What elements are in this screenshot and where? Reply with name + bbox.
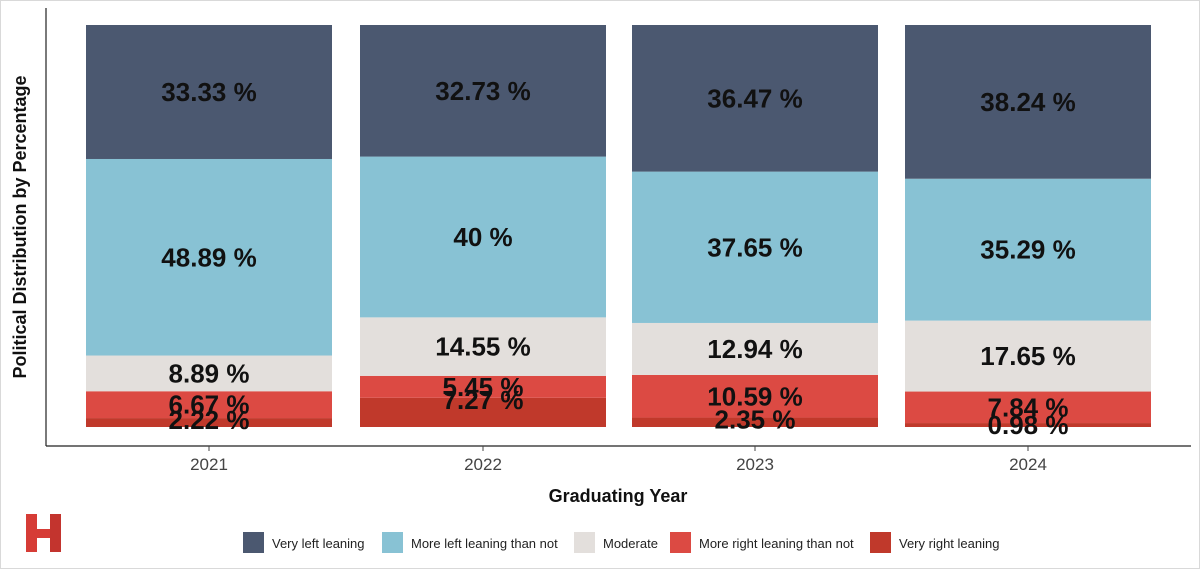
x-tick-label-2021: 2021 [190, 455, 228, 474]
segment-label-2023-more-left-leaning-than-not: 37.65 % [707, 232, 802, 262]
bar-segment-2024-moderate [905, 320, 1151, 392]
legend-label-very-left-leaning: Very left leaning [272, 536, 365, 551]
legend: Very left leaning More left leaning than … [243, 532, 999, 553]
bar-segment-2023-very-right-leaning [632, 417, 878, 427]
legend-label-very-right-leaning: Very right leaning [899, 536, 999, 551]
y-axis-title: Political Distribution by Percentage [10, 75, 30, 378]
bar-segment-2024-more-left-leaning-than-not [905, 178, 1151, 321]
segment-label-2022-more-right-leaning-than-not: 5.45 % [443, 372, 524, 402]
bar-segment-2021-very-left-leaning [86, 25, 332, 159]
bar-segment-2023-more-left-leaning-than-not [632, 171, 878, 323]
segment-label-2023-very-right-leaning: 2.35 % [715, 405, 796, 435]
x-tick-label-2024: 2024 [1009, 455, 1047, 474]
legend-label-moderate: Moderate [603, 536, 658, 551]
segment-label-2021-very-right-leaning: 2.22 % [169, 405, 250, 435]
legend-label-more-left-leaning-than-not: More left leaning than not [411, 536, 558, 551]
bar-segment-2022-moderate [360, 317, 606, 376]
segment-label-2021-more-right-leaning-than-not: 6.67 % [169, 390, 250, 420]
bar-segment-2021-very-right-leaning [86, 418, 332, 427]
bar-segment-2022-very-right-leaning [360, 397, 606, 427]
bar-segment-2022-more-right-leaning-than-not [360, 375, 606, 398]
bar-segment-2024-very-right-leaning [905, 423, 1151, 427]
bars-group [86, 25, 1151, 427]
segment-label-2022-more-left-leaning-than-not: 40 % [453, 222, 512, 252]
x-axis-title: Graduating Year [549, 486, 688, 506]
segment-label-2022-very-right-leaning: 7.27 % [443, 385, 524, 415]
bar-segment-2023-more-right-leaning-than-not [632, 374, 878, 418]
legend-swatch-moderate [574, 532, 595, 553]
segment-label-2021-more-left-leaning-than-not: 48.89 % [161, 242, 256, 272]
segment-label-2024-very-left-leaning: 38.24 % [980, 87, 1075, 117]
legend-swatch-very-left-leaning [243, 532, 264, 553]
legend-swatch-more-left-leaning-than-not [382, 532, 403, 553]
x-tick-label-2022: 2022 [464, 455, 502, 474]
x-tick-label-2023: 2023 [736, 455, 774, 474]
x-ticks-group: 2021 2022 2023 2024 [190, 446, 1047, 474]
legend-label-more-right-leaning-than-not: More right leaning than not [699, 536, 854, 551]
segment-labels-group: 2.22 %6.67 %8.89 % 48.89 % 33.33 % 7.27 %5.… [161, 76, 1075, 440]
bar-segment-2022-more-left-leaning-than-not [360, 156, 606, 318]
segment-label-2024-more-left-leaning-than-not: 35.29 % [980, 235, 1075, 265]
bar-segment-2021-more-left-leaning-than-not [86, 158, 332, 356]
segment-label-2023-more-right-leaning-than-not: 10.59 % [707, 381, 802, 411]
bar-segment-2023-moderate [632, 322, 878, 375]
bar-segment-2021-more-right-leaning-than-not [86, 391, 332, 419]
segment-label-2022-very-left-leaning: 32.73 % [435, 76, 530, 106]
segment-label-2024-more-right-leaning-than-not: 7.84 % [988, 392, 1069, 422]
segment-label-2024-moderate: 17.65 % [980, 341, 1075, 371]
segment-label-2022-moderate: 14.55 % [435, 332, 530, 362]
legend-swatch-very-right-leaning [870, 532, 891, 553]
bar-segment-2022-very-left-leaning [360, 25, 606, 157]
bar-segment-2024-very-left-leaning [905, 25, 1151, 179]
segment-label-2023-moderate: 12.94 % [707, 334, 802, 364]
segment-label-2023-very-left-leaning: 36.47 % [707, 83, 802, 113]
bar-segment-2021-moderate [86, 355, 332, 392]
legend-swatch-more-right-leaning-than-not [670, 532, 691, 553]
segment-label-2021-moderate: 8.89 % [169, 358, 250, 388]
segment-label-2021-very-left-leaning: 33.33 % [161, 77, 256, 107]
bar-segment-2024-more-right-leaning-than-not [905, 391, 1151, 424]
segment-label-2024-very-right-leaning: 0.98 % [988, 410, 1069, 440]
bar-segment-2023-very-left-leaning [632, 25, 878, 172]
h-logo-icon [26, 514, 61, 552]
